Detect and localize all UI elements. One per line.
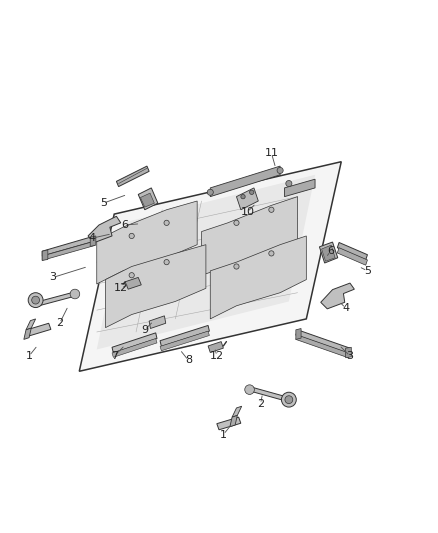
Polygon shape [296,330,350,353]
Polygon shape [208,342,223,352]
Polygon shape [210,236,306,319]
Text: 12: 12 [114,284,128,293]
Polygon shape [97,201,197,284]
Circle shape [129,272,134,278]
Circle shape [277,167,283,174]
Circle shape [32,296,39,304]
Polygon shape [160,331,209,351]
Polygon shape [42,236,95,256]
Circle shape [285,395,293,403]
Polygon shape [24,328,31,340]
Polygon shape [42,250,48,261]
Polygon shape [141,193,154,207]
Circle shape [269,207,274,212]
Polygon shape [319,242,338,263]
Text: 9: 9 [141,325,148,335]
Text: 8: 8 [185,356,192,365]
Polygon shape [285,179,315,197]
Circle shape [245,385,254,394]
Polygon shape [232,406,242,417]
Polygon shape [106,245,206,328]
Polygon shape [210,166,280,197]
Text: 10: 10 [240,207,254,217]
Text: 1: 1 [220,430,227,440]
Polygon shape [88,216,121,243]
Circle shape [207,189,213,195]
Polygon shape [42,241,95,261]
Polygon shape [79,161,341,372]
Circle shape [282,392,296,407]
Circle shape [250,190,254,195]
Text: 4: 4 [342,303,349,313]
Text: 2: 2 [257,399,264,409]
Polygon shape [160,326,209,346]
Polygon shape [117,166,149,187]
Text: 6: 6 [327,246,334,256]
Circle shape [129,233,134,239]
Polygon shape [138,188,158,210]
Polygon shape [112,333,157,353]
Polygon shape [217,417,241,430]
Polygon shape [230,415,237,427]
Circle shape [234,220,239,225]
Text: 1: 1 [25,351,32,361]
Text: 5: 5 [364,266,371,276]
Polygon shape [250,386,289,402]
Circle shape [164,260,169,265]
Polygon shape [112,338,157,357]
Circle shape [241,195,245,199]
Text: 11: 11 [265,148,279,158]
Polygon shape [26,319,35,330]
Text: 7: 7 [111,351,118,361]
Text: 12: 12 [210,351,224,361]
Circle shape [234,264,239,269]
Polygon shape [149,316,166,328]
Polygon shape [337,248,367,265]
Circle shape [164,220,169,225]
Text: 6: 6 [122,220,129,230]
Polygon shape [201,197,297,275]
Text: 3: 3 [49,272,57,282]
Polygon shape [237,188,258,210]
Polygon shape [90,236,96,246]
Circle shape [70,289,80,299]
Polygon shape [296,335,350,358]
Polygon shape [337,243,367,260]
Text: 3: 3 [346,351,353,361]
Polygon shape [321,245,335,261]
Polygon shape [97,175,315,350]
Circle shape [269,251,274,256]
Circle shape [28,293,43,308]
Text: 2: 2 [56,318,63,328]
Polygon shape [27,323,51,336]
Polygon shape [35,292,75,306]
Text: 4: 4 [89,233,96,243]
Polygon shape [321,283,354,309]
Polygon shape [346,348,351,358]
Text: 5: 5 [100,198,107,208]
Circle shape [286,181,292,187]
Polygon shape [296,328,301,340]
Polygon shape [125,277,141,289]
